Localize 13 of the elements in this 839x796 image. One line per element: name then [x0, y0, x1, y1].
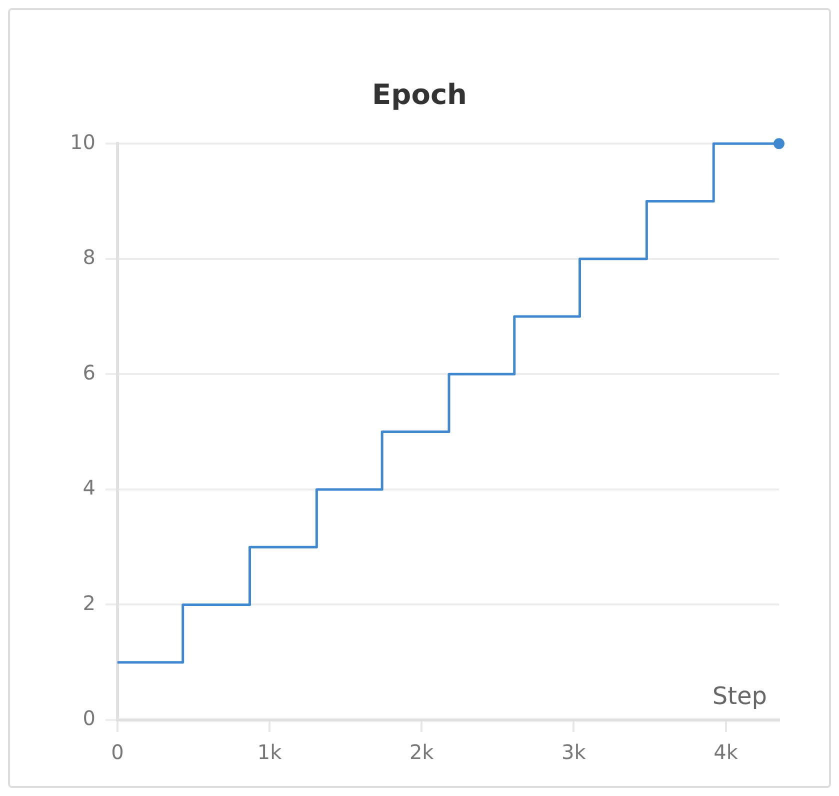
y-tick-label: 4: [82, 476, 96, 500]
y-tick-label: 8: [82, 245, 96, 270]
x-tick-label: 1k: [257, 740, 282, 764]
chart-title: Epoch: [372, 78, 467, 112]
y-tick-label: 0: [82, 706, 96, 730]
x-tick-label: 3k: [562, 740, 586, 764]
x-axis-title: Step: [712, 682, 767, 710]
y-tick-label: 2: [82, 590, 96, 615]
x-tick-label: 2k: [409, 740, 434, 764]
y-tick-label: 6: [82, 360, 96, 384]
y-tick-label: 10: [70, 130, 96, 154]
x-tick-label: 0: [111, 740, 124, 764]
x-tick-label: 4k: [714, 740, 738, 764]
